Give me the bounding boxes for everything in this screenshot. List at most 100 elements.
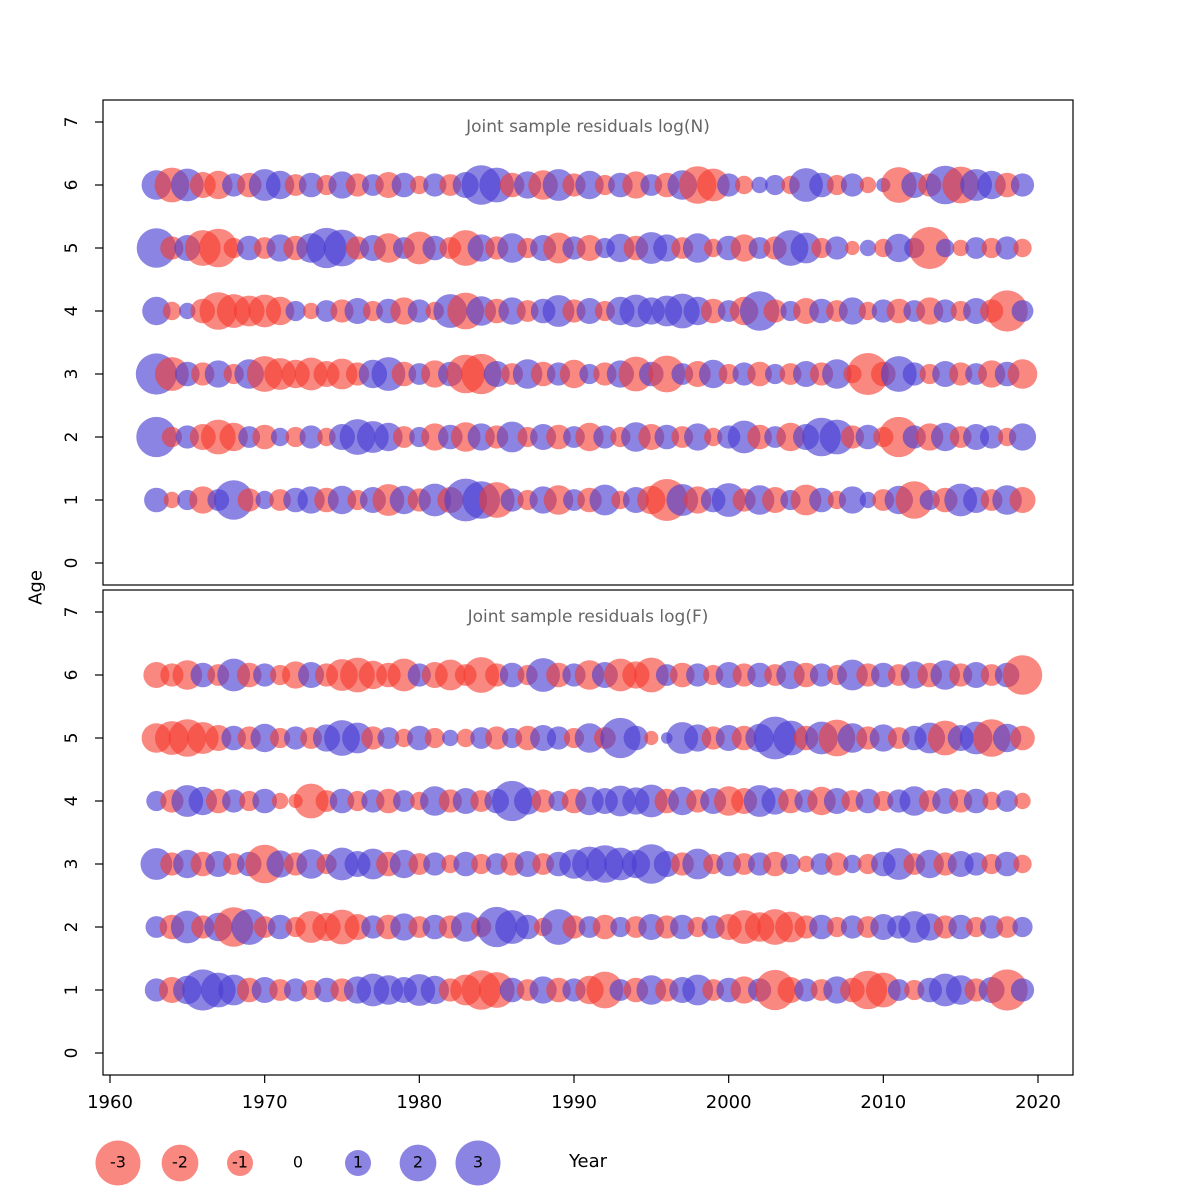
residual-bubble: [747, 424, 772, 450]
residual-bubble: [653, 234, 681, 262]
residual-bubble: [980, 915, 1004, 939]
residual-bubble: [589, 484, 621, 516]
residual-bubble: [858, 301, 878, 321]
residual-bubble: [391, 361, 417, 387]
residual-bubble: [423, 173, 447, 197]
residual-bubble: [886, 298, 912, 324]
residual-bubble: [265, 170, 295, 200]
residual-bubble: [682, 848, 714, 880]
residual-bubble: [543, 485, 574, 515]
residual-bubble: [747, 662, 772, 688]
residual-bubble: [562, 915, 586, 939]
residual-bubble: [986, 290, 1028, 332]
y-tick-label: 2: [62, 432, 82, 443]
x-tick-label: 2000: [706, 1092, 752, 1113]
residual-bubble: [252, 788, 277, 814]
residual-bubble: [838, 297, 867, 325]
residual-bubble: [559, 359, 589, 389]
y-tick-label: 0: [62, 558, 82, 569]
y-tick-label: 4: [62, 306, 82, 317]
residual-bubble: [376, 788, 401, 814]
panel-box: [102, 589, 1074, 1076]
legend-value-label: -3: [110, 1153, 126, 1172]
residual-bubble: [407, 725, 432, 751]
residual-bubble: [500, 488, 524, 512]
residual-bubble: [452, 788, 479, 814]
residual-bubble: [963, 788, 989, 814]
residual-bubble: [980, 425, 1004, 449]
residual-bubble: [163, 491, 181, 509]
y-tick-label: 7: [62, 607, 82, 618]
residual-bubble: [222, 789, 246, 813]
residual-bubble: [648, 355, 686, 393]
residual-bubble: [751, 176, 768, 194]
residual-bubble: [1012, 916, 1033, 938]
residual-bubble: [302, 302, 320, 320]
residual-bubble: [865, 972, 901, 1008]
residual-bubble: [285, 426, 306, 448]
residual-bubble: [644, 730, 659, 746]
residual-bubble: [586, 971, 624, 1009]
residual-bubble: [422, 235, 448, 261]
residual-bubble: [471, 853, 492, 875]
residual-bubble: [949, 362, 973, 386]
residual-bubble: [391, 172, 417, 198]
residual-bubble: [982, 791, 1001, 811]
y-axis-label: Age: [25, 570, 47, 605]
x-axis-label: Year: [568, 1151, 608, 1172]
legend-value-label: 0: [293, 1153, 303, 1172]
residual-bubble: [236, 235, 262, 261]
residual-bubble: [670, 914, 695, 940]
residual-bubble: [682, 233, 713, 263]
residual-bubble: [284, 726, 308, 750]
legend-bubble: [227, 1150, 253, 1176]
residual-bubble: [410, 175, 429, 195]
residual-bubble: [361, 726, 385, 750]
residual-bubble: [237, 488, 261, 512]
residual-bubble: [592, 914, 618, 940]
residual-bubble: [285, 300, 306, 322]
y-tick-label: 3: [62, 859, 82, 870]
residual-bubble: [747, 361, 772, 387]
residual-bubble: [251, 977, 278, 1003]
x-tick-label: 1980: [396, 1092, 442, 1113]
residual-bubble: [763, 299, 787, 323]
residual-bubble: [293, 783, 329, 819]
residual-bubble: [902, 362, 926, 386]
residual-bubble: [734, 175, 754, 195]
residual-bubble: [298, 172, 324, 198]
residual-bubble: [1008, 423, 1037, 451]
residual-bubble: [809, 914, 834, 940]
residual-bubble: [790, 232, 822, 264]
residual-bubble: [483, 361, 510, 387]
residual-bubble: [546, 424, 571, 450]
residual-bubble: [1002, 655, 1043, 695]
residual-bubble: [377, 727, 400, 749]
residual-bubble: [996, 790, 1018, 812]
residual-bubble: [456, 728, 475, 748]
residual-bubble: [498, 297, 526, 325]
y-tick-label: 5: [62, 243, 82, 254]
legend-value-label: -2: [172, 1153, 188, 1172]
residual-bubble: [765, 174, 786, 196]
residual-bubble: [219, 422, 248, 452]
residual-bubble: [255, 490, 274, 510]
legend-value-label: 1: [353, 1153, 363, 1172]
residual-bubble: [575, 170, 604, 200]
residual-bubble: [231, 909, 268, 945]
residual-bubble: [794, 978, 818, 1002]
residual-bubble: [1014, 792, 1031, 810]
residual-bubble: [687, 916, 708, 938]
residual-bubble: [496, 421, 528, 453]
residual-bubble: [162, 301, 182, 321]
residual-bubble: [1007, 359, 1038, 389]
residual-bubble: [825, 852, 849, 876]
residual-bubble: [884, 233, 913, 263]
legend-value-label: 2: [413, 1153, 423, 1172]
residual-bubble: [859, 239, 877, 257]
residual-bubble: [593, 425, 617, 449]
residual-bubble: [344, 298, 371, 324]
residual-bubble: [994, 851, 1020, 877]
residual-bubble: [965, 237, 987, 259]
